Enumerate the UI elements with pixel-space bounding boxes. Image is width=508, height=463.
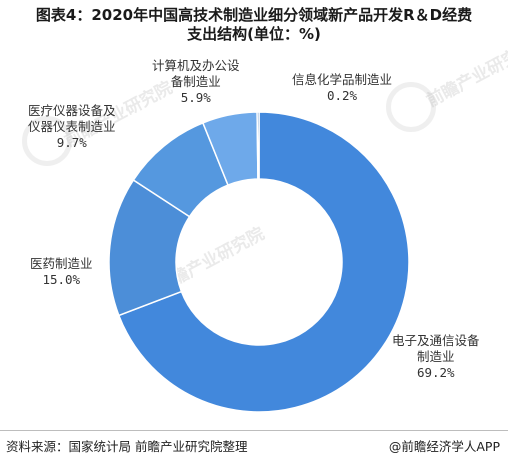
slice-label-electronics: 电子及通信设备 制造业 69.2% <box>392 333 480 381</box>
slice-electronics <box>117 111 410 413</box>
brand-credit: @前瞻经济学人APP <box>389 436 500 455</box>
slice-label-pharma: 医药制造业 15.0% <box>30 256 93 288</box>
slice-label-value: 15.0% <box>42 272 81 287</box>
slice-label-value: 9.7% <box>56 135 87 150</box>
chart-title: 图表4：2020年中国高技术制造业细分领域新产品开发R＆D经费 支出结构(单位：… <box>0 6 508 44</box>
slice-label-name: 电子及通信设备 <box>392 333 480 348</box>
slice-label-computers: 计算机及办公设 备制造业 5.9% <box>152 58 240 106</box>
source-note: 资料来源：国家统计局 前瞻产业研究院整理 <box>6 439 248 454</box>
slice-label-medical-instruments: 医疗仪器设备及 仪器仪表制造业 9.7% <box>28 103 116 151</box>
slice-label-name: 仪器仪表制造业 <box>28 119 116 134</box>
brand-text: @前瞻经济学人APP <box>388 439 500 454</box>
slice-label-name: 信息化学品制造业 <box>292 72 393 87</box>
slice-label-name: 医药制造业 <box>30 256 93 271</box>
chart-title-line-1: 图表4：2020年中国高技术制造业细分领域新产品开发R＆D经费 <box>35 6 473 24</box>
slice-label-name: 制造业 <box>417 349 455 364</box>
slice-label-info-chemicals: 信息化学品制造业 0.2% <box>292 72 392 104</box>
slice-label-name: 计算机及办公设 <box>152 58 240 73</box>
slice-label-value: 0.2% <box>326 88 358 103</box>
chart-title-line-2: 支出结构(单位：%) <box>187 25 321 43</box>
slice-label-name: 备制造业 <box>170 74 221 89</box>
slice-label-value: 69.2% <box>416 365 455 380</box>
slice-label-name: 医疗仪器设备及 <box>28 103 116 118</box>
footer-divider <box>0 430 508 431</box>
slice-label-value: 5.9% <box>180 90 211 105</box>
slice-info-chemicals <box>256 111 260 180</box>
